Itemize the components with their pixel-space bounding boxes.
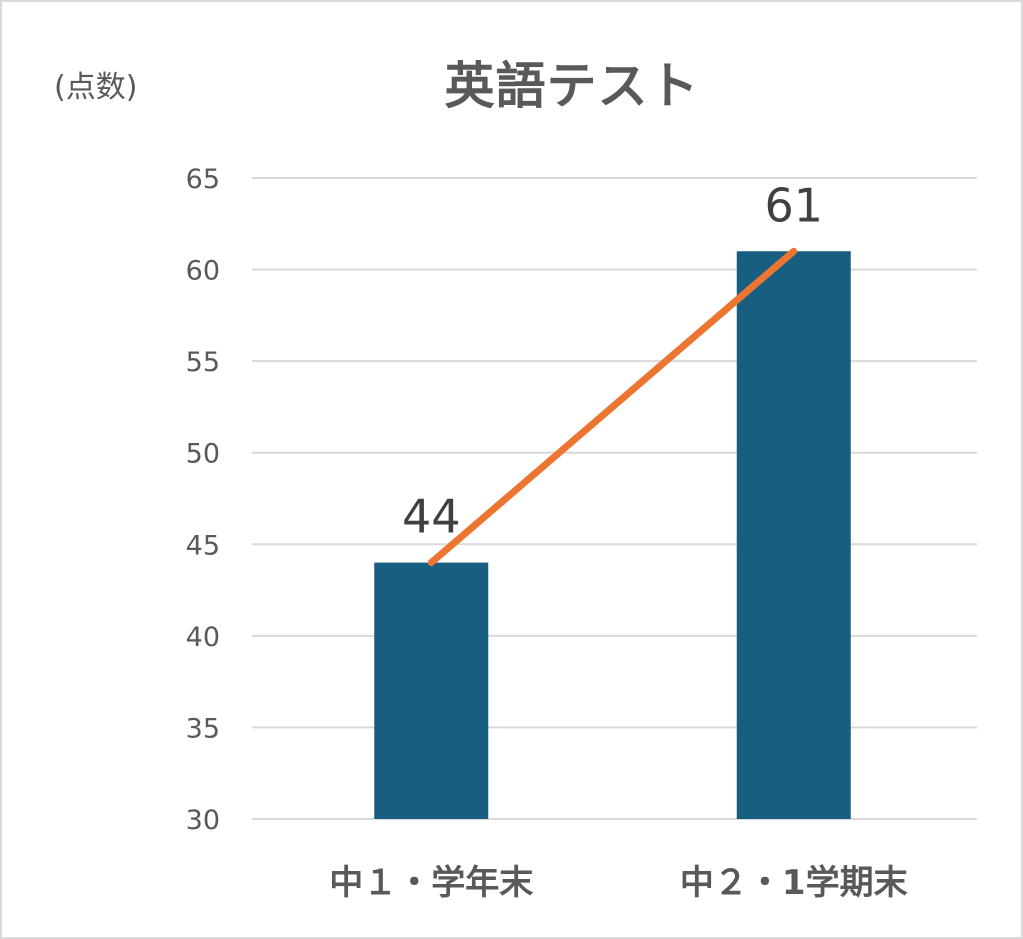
- data-label-1: 61: [764, 178, 823, 232]
- y-tick-label-35: 35: [186, 713, 220, 744]
- trend-line-segment-0: [427, 247, 798, 567]
- y-tick-label-50: 50: [186, 439, 220, 470]
- y-tick-label-30: 30: [186, 805, 220, 836]
- bar-0: [374, 562, 489, 819]
- y-axis-unit-label: (点数): [54, 70, 138, 105]
- y-tick-label-65: 65: [186, 164, 220, 195]
- y-tick-label-45: 45: [186, 530, 220, 561]
- y-tick-label-40: 40: [186, 622, 220, 653]
- y-tick-label-55: 55: [186, 347, 220, 378]
- chart-title: 英語テスト: [444, 57, 700, 115]
- data-label-0: 44: [402, 490, 461, 544]
- category-label-1: 中２・1学期末: [680, 863, 908, 903]
- category-label-0: 中１・学年末: [329, 863, 533, 903]
- bar-1: [736, 251, 851, 819]
- y-tick-label-60: 60: [186, 256, 220, 287]
